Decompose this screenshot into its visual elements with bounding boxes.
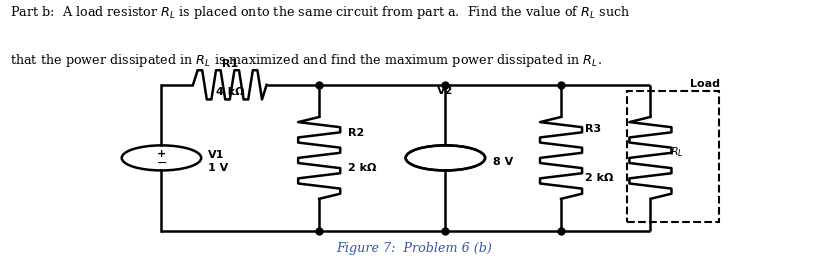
Text: 4 kΩ: 4 kΩ bbox=[215, 87, 244, 97]
Text: 8 V: 8 V bbox=[493, 157, 513, 167]
Text: Load: Load bbox=[690, 79, 719, 89]
Circle shape bbox=[405, 145, 485, 170]
Text: R1: R1 bbox=[222, 59, 237, 69]
Text: 1 V: 1 V bbox=[208, 163, 227, 173]
Text: $R_L$: $R_L$ bbox=[670, 145, 683, 159]
Text: R2: R2 bbox=[347, 128, 364, 138]
Bar bbox=[626, 91, 718, 222]
Text: +: + bbox=[458, 150, 467, 161]
Text: +: + bbox=[156, 149, 166, 159]
Text: 2 kΩ: 2 kΩ bbox=[584, 173, 612, 183]
Text: 2 kΩ: 2 kΩ bbox=[347, 163, 376, 173]
Text: R3: R3 bbox=[584, 124, 600, 134]
Text: Part b:  A load resistor $R_L$ is placed onto the same circuit from part a.  Fin: Part b: A load resistor $R_L$ is placed … bbox=[10, 4, 629, 21]
Text: −: − bbox=[156, 157, 166, 170]
Text: I: I bbox=[437, 150, 441, 161]
Text: V1: V1 bbox=[208, 150, 224, 160]
Text: Figure 7:  Problem 6 (b): Figure 7: Problem 6 (b) bbox=[336, 242, 491, 255]
Text: that the power dissipated in $R_L$ is maximized and find the maximum power dissi: that the power dissipated in $R_L$ is ma… bbox=[10, 52, 601, 69]
Text: V2: V2 bbox=[437, 86, 453, 96]
